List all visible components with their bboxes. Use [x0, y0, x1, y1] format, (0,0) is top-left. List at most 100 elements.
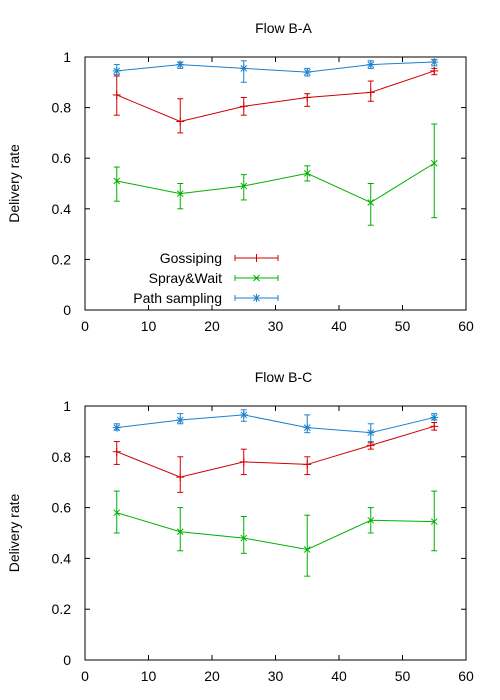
series-line [116, 414, 435, 434]
y-tick-label: 0.4 [52, 201, 72, 217]
data-point [430, 58, 439, 67]
error-bar [177, 183, 184, 210]
y-tick-label: 1 [63, 398, 71, 414]
legend-marker [252, 254, 261, 262]
series-2 [113, 490, 438, 577]
error-bar [240, 515, 247, 554]
y-tick-label: 0 [63, 652, 71, 668]
data-point [176, 60, 185, 69]
error-bar [431, 123, 438, 219]
data-point [366, 88, 375, 97]
plot-frame [84, 405, 467, 661]
chart-panel-2: Flow B-C Delivery rate 0 10 20 30 40 50 60 0 0.2 0.… [6, 369, 474, 684]
legend-item: Gossiping [160, 250, 279, 266]
data-point [240, 534, 248, 542]
data-point [112, 90, 121, 99]
x-tick-label: 10 [141, 668, 157, 684]
legend: Gossiping Spray&Wait Path sampling [133, 250, 279, 306]
y-tick-label: 0.4 [52, 550, 72, 566]
data-point [176, 528, 184, 536]
x-tick-label: 10 [141, 318, 157, 334]
y-axis-label: Delivery rate [6, 494, 22, 573]
x-tick-label: 20 [204, 668, 220, 684]
error-bar [240, 174, 247, 201]
data-point [366, 441, 375, 450]
x-tick-label: 50 [395, 668, 411, 684]
data-point [239, 102, 248, 111]
x-tick-label: 50 [395, 318, 411, 334]
data-point [430, 159, 438, 167]
data-point [367, 199, 375, 206]
error-bar [177, 98, 184, 134]
data-point [366, 60, 375, 69]
series-line [116, 70, 435, 123]
plot-frame [84, 56, 467, 311]
chart-title: Flow B-C [255, 369, 313, 385]
data-point [176, 473, 185, 482]
data-point [113, 177, 121, 185]
data-point [367, 516, 375, 524]
series-1 [112, 422, 439, 493]
x-tick-label: 40 [331, 318, 347, 334]
chart-title: Flow B-A [255, 20, 312, 36]
x-tick-label: 60 [458, 668, 474, 684]
series-line [116, 512, 435, 551]
x-tick-label: 0 [81, 668, 89, 684]
legend-marker [253, 274, 260, 282]
data-point [240, 182, 248, 190]
legend-item: Path sampling [133, 290, 279, 306]
chart-panel-1: Flow B-A Delivery rate 0 10 20 30 40 50 60 0 0.2 0.… [6, 20, 474, 334]
data-point [176, 415, 185, 424]
data-point [112, 66, 121, 75]
x-tick-label: 20 [204, 318, 220, 334]
data-point [430, 66, 439, 75]
legend-item: Spray&Wait [149, 270, 279, 286]
legend-label: Spray&Wait [149, 270, 223, 286]
data-point [112, 423, 121, 432]
error-bar [113, 166, 120, 202]
data-point [303, 170, 311, 177]
data-point [303, 68, 312, 77]
series-1 [112, 66, 439, 134]
data-point [176, 117, 185, 126]
series-line [116, 162, 435, 204]
data-point [176, 190, 184, 197]
legend-marker [252, 294, 261, 302]
data-point [430, 518, 438, 525]
y-tick-label: 0.8 [52, 449, 72, 465]
data-point [303, 93, 312, 102]
y-tick-label: 0.6 [52, 150, 72, 166]
series-3 [112, 58, 439, 83]
error-bar [304, 514, 311, 577]
data-point [303, 460, 312, 469]
error-bar [367, 183, 374, 226]
series-3 [112, 409, 439, 443]
series-line [116, 425, 435, 478]
data-point [430, 422, 439, 431]
data-point [430, 413, 439, 422]
x-tick-label: 0 [81, 318, 89, 334]
data-point [303, 423, 312, 432]
data-point [239, 457, 248, 466]
series-line [116, 61, 435, 73]
data-point [113, 509, 121, 517]
data-point [239, 410, 248, 419]
y-tick-label: 0.8 [52, 100, 72, 116]
x-tick-label: 60 [458, 318, 474, 334]
y-tick-label: 0.2 [52, 601, 72, 617]
x-tick-label: 40 [331, 668, 347, 684]
y-tick-label: 1 [63, 49, 71, 65]
legend-label: Gossiping [160, 250, 222, 266]
data-point [366, 428, 375, 437]
y-tick-label: 0.2 [52, 251, 72, 267]
x-tick-label: 30 [268, 668, 284, 684]
y-tick-label: 0 [63, 302, 71, 318]
legend-label: Path sampling [133, 290, 222, 306]
data-point [239, 64, 248, 73]
y-axis-label: Delivery rate [6, 144, 22, 223]
error-bar [177, 507, 184, 552]
data-point [303, 546, 311, 553]
data-point [112, 447, 121, 456]
y-tick-label: 0.6 [52, 500, 72, 516]
